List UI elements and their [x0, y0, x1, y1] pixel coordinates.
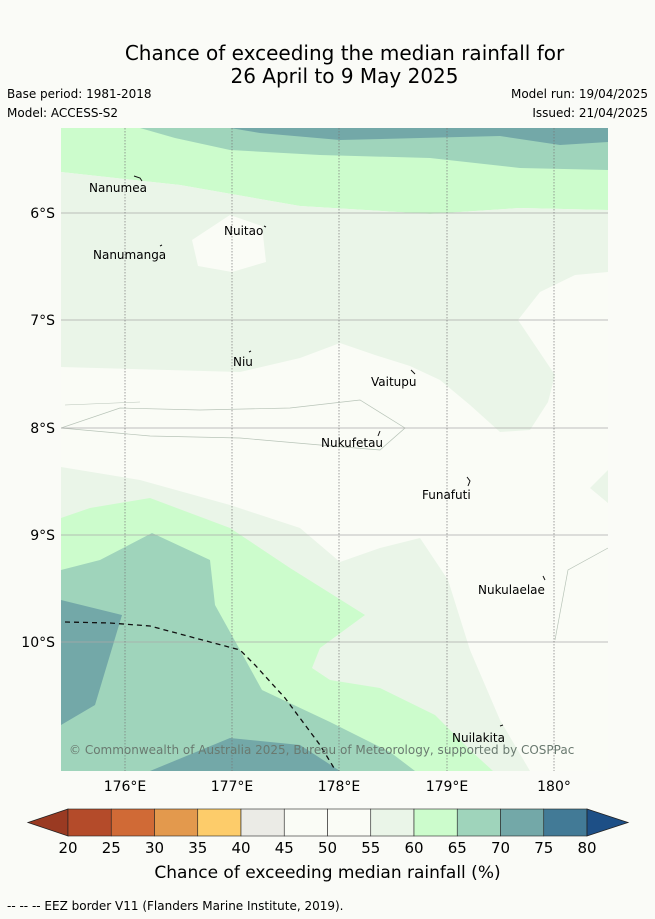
- colorbar-tick-label: 35: [188, 839, 207, 857]
- colorbar-tick-label: 60: [404, 839, 423, 857]
- island-vaitupu: [410, 369, 416, 375]
- place-nukulaelae: Nukulaelae: [478, 583, 545, 597]
- island-nukulaelae: [542, 575, 546, 581]
- colorbar-segment: [456, 808, 501, 837]
- place-nanumea: Nanumea: [89, 181, 147, 195]
- colorbar-tick-label: 80: [577, 839, 596, 857]
- copyright-text: © Commonwealth of Australia 2025, Bureau…: [69, 743, 574, 757]
- lat-label-10s: 10°S: [21, 635, 55, 651]
- colorbar-segment: [197, 808, 242, 837]
- island-nukufetau: [377, 430, 381, 437]
- colorbar-tick-label: 55: [361, 839, 380, 857]
- colorbar-segment: [370, 808, 415, 837]
- colorbar-extend-high: [586, 808, 630, 837]
- colorbar-title: Chance of exceeding median rainfall (%): [154, 863, 501, 883]
- band-lower-65-70: [61, 533, 415, 771]
- colorbar-segment: [283, 808, 328, 837]
- rainfall-contours: [61, 128, 608, 771]
- gridlines: [61, 128, 608, 771]
- colorbar-tick-label: 25: [102, 839, 121, 857]
- colorbar-tick-label: 75: [534, 839, 553, 857]
- colorbar-tick-label: 20: [58, 839, 77, 857]
- colorbar-segment: [500, 808, 545, 837]
- contour-east: [554, 547, 608, 641]
- place-funafuti: Funafuti: [422, 488, 471, 502]
- colorbar-tick-label: 50: [318, 839, 337, 857]
- base-period-label: Base period: 1981-2018: [7, 87, 152, 101]
- colorbar-tick-label: 65: [448, 839, 467, 857]
- colorbar-tick-label: 40: [231, 839, 250, 857]
- place-vaitupu: Vaitupu: [371, 375, 417, 389]
- colorbar-extend-low: [26, 808, 69, 837]
- colorbar-segment: [154, 808, 199, 837]
- model-run-label: Model run: 19/04/2025: [510, 87, 648, 101]
- lon-label-178e: 178°E: [318, 779, 361, 795]
- colorbar-segment: [543, 808, 588, 837]
- colorbar-tick-label: 45: [275, 839, 294, 857]
- island-nuilakita: [499, 724, 504, 727]
- lon-label-180: 180°: [537, 779, 571, 795]
- eez-border: [64, 621, 335, 769]
- colorbar-segment: [327, 808, 372, 837]
- lon-label-177e: 177°E: [211, 779, 254, 795]
- lon-label-176e: 176°E: [104, 779, 147, 795]
- colorbar-ticks: 20 25 30 35 40 45 50 55 60 65 70 75 80: [58, 839, 596, 857]
- band-top-70-75: [230, 128, 608, 145]
- east-green-blob: [590, 470, 608, 503]
- colorbar-tick-label: 70: [491, 839, 510, 857]
- colorbar: [26, 808, 630, 837]
- lat-label-6s: 6°S: [30, 206, 55, 222]
- place-nanumanga: Nanumanga: [93, 248, 166, 262]
- place-nukufetau: Nukufetau: [321, 436, 383, 450]
- lon-label-179e: 179°E: [426, 779, 469, 795]
- lat-label-9s: 9°S: [30, 528, 55, 544]
- band-bottom-70-75: [150, 738, 340, 771]
- colorbar-tick-label: 30: [145, 839, 164, 857]
- contour-west: [64, 401, 141, 406]
- band-lower-70-75: [61, 600, 122, 725]
- island-nuitao: [263, 225, 267, 228]
- colorbar-segment: [240, 808, 285, 837]
- lat-label-8s: 8°S: [30, 421, 55, 437]
- map-title-line2: 26 April to 9 May 2025: [230, 64, 459, 88]
- model-label: Model: ACCESS-S2: [7, 106, 119, 120]
- place-nuitao: Nuitao: [224, 224, 263, 238]
- place-niu: Niu: [233, 355, 253, 369]
- place-nuilakita: Nuilakita: [452, 731, 505, 745]
- island-markers: [133, 175, 546, 727]
- colorbar-segment: [110, 808, 155, 837]
- colorbar-segment: [413, 808, 458, 837]
- east-blob: [575, 302, 608, 355]
- island-funafuti: [466, 476, 471, 487]
- island-nanumea: [133, 175, 143, 182]
- colorbar-segment: [67, 808, 112, 837]
- nuitao-blob: [192, 215, 266, 272]
- map-title-line1: Chance of exceeding the median rainfall …: [124, 41, 565, 65]
- island-nanumanga: [159, 244, 163, 247]
- eez-legend-footer: -- -- -- EEZ border V11 (Flanders Marine…: [7, 899, 344, 913]
- band-top-65-70: [61, 128, 608, 170]
- issued-label: Issued: 21/04/2025: [532, 106, 648, 120]
- island-niu: [248, 350, 252, 353]
- lat-label-7s: 7°S: [30, 313, 55, 329]
